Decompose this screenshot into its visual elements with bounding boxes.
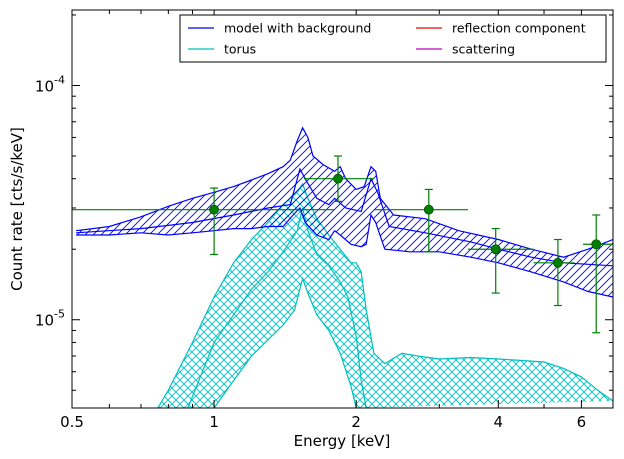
legend-label: reflection component <box>452 21 586 36</box>
x-tick-label: 1 <box>209 413 219 431</box>
y-tick-exponent: -5 <box>54 308 65 321</box>
y-axis-label: Count rate [cts/s/keV] <box>8 127 26 291</box>
data-point-1 <box>333 173 343 184</box>
legend-box <box>179 14 607 63</box>
x-tick-label: 2 <box>351 413 361 431</box>
y-tick-label: 10 <box>35 77 54 95</box>
axis-ticks: 0.5 1 2 4 610-510-4 <box>35 10 614 431</box>
torus-lower-line <box>213 276 357 408</box>
torus-band-fill <box>157 183 613 408</box>
x-axis-label: Energy [keV] <box>294 432 391 450</box>
legend-label: scattering <box>452 42 515 57</box>
data-point-0 <box>209 204 219 215</box>
x-tick-label: 4 <box>494 413 504 431</box>
plot-frame <box>71 9 614 409</box>
x-tick-label: 0.5 <box>60 413 84 431</box>
torus-upper-line <box>157 182 613 408</box>
model-with-background-mid-line <box>76 167 613 267</box>
data-point-3 <box>490 244 501 255</box>
data-point-5 <box>591 239 602 250</box>
model-with-background-upper-line <box>76 126 613 258</box>
model-with-background-band-fill <box>76 127 613 297</box>
legend: model with background torus reflection com… <box>179 14 607 63</box>
data-points <box>72 155 613 334</box>
legend-label: model with background <box>224 21 371 36</box>
data-point-2 <box>423 204 434 215</box>
data-point-4 <box>552 257 563 268</box>
legend-label: torus <box>224 42 256 57</box>
y-tick-exponent: -4 <box>54 73 65 86</box>
x-tick-label: 6 <box>577 413 587 431</box>
y-tick-label: 10 <box>35 312 54 330</box>
